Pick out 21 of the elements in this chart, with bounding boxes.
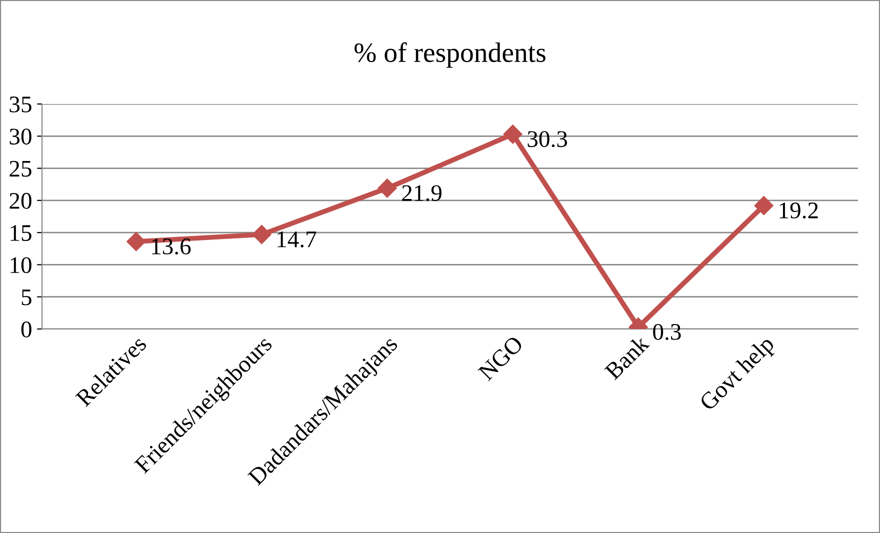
point [252, 224, 272, 244]
point [503, 124, 522, 144]
data-label: 0.3 [653, 324, 681, 340]
data-label: 14.7 [278, 232, 316, 248]
y-tick-label: 35 [10, 96, 32, 112]
chart-title: % of respondents [354, 42, 546, 68]
x-tick-label: Govt help [698, 334, 778, 415]
data-label: 13.6 [152, 238, 191, 255]
y-tick-label: 15 [10, 225, 32, 241]
point [754, 196, 774, 216]
y-tick-label: 0 [21, 321, 32, 338]
y-tick-label: 25 [10, 160, 32, 177]
y-tick-label: 20 [10, 192, 32, 209]
y-tick-label: 30 [10, 128, 32, 145]
point [126, 232, 146, 252]
data-label: 19.2 [780, 202, 818, 219]
point [378, 178, 397, 198]
y-tick-label: 5 [22, 290, 32, 306]
data-label: 21.9 [402, 185, 442, 202]
y-tick-label: 10 [10, 257, 32, 274]
data-label: 30.3 [528, 131, 568, 148]
